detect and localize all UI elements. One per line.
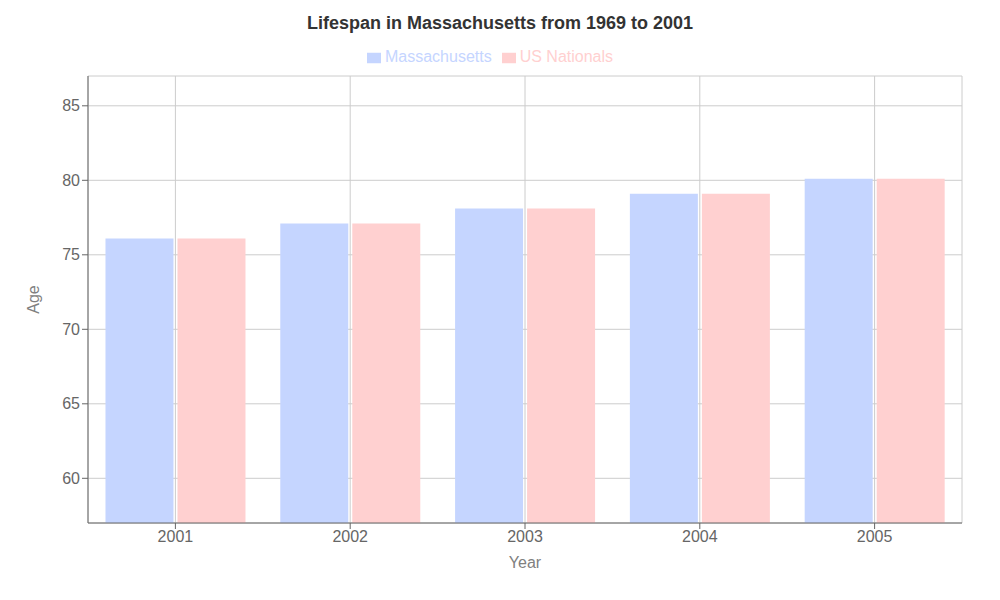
svg-text:85: 85 xyxy=(62,97,80,114)
svg-text:2003: 2003 xyxy=(507,528,543,545)
html-text:Lifespan in Massachusetts from: Lifespan in Massachusetts from 1969 to 2… xyxy=(306,13,694,33)
svg-text:Age: Age xyxy=(25,285,42,314)
svg-text:2005: 2005 xyxy=(857,528,893,545)
svg-text:2002: 2002 xyxy=(332,528,368,545)
svg-text:75: 75 xyxy=(62,246,80,263)
svg-text:2001: 2001 xyxy=(158,528,194,545)
html-text:Massachusetts: Massachusetts xyxy=(385,48,492,65)
svg-text:60: 60 xyxy=(62,470,80,487)
svg-text:70: 70 xyxy=(62,321,80,338)
svg-text:80: 80 xyxy=(62,172,80,189)
svg-text:2004: 2004 xyxy=(682,528,718,545)
svg-text:65: 65 xyxy=(62,395,80,412)
html-text:US Nationals: US Nationals xyxy=(519,48,613,65)
svg-text:Year: Year xyxy=(509,554,542,571)
